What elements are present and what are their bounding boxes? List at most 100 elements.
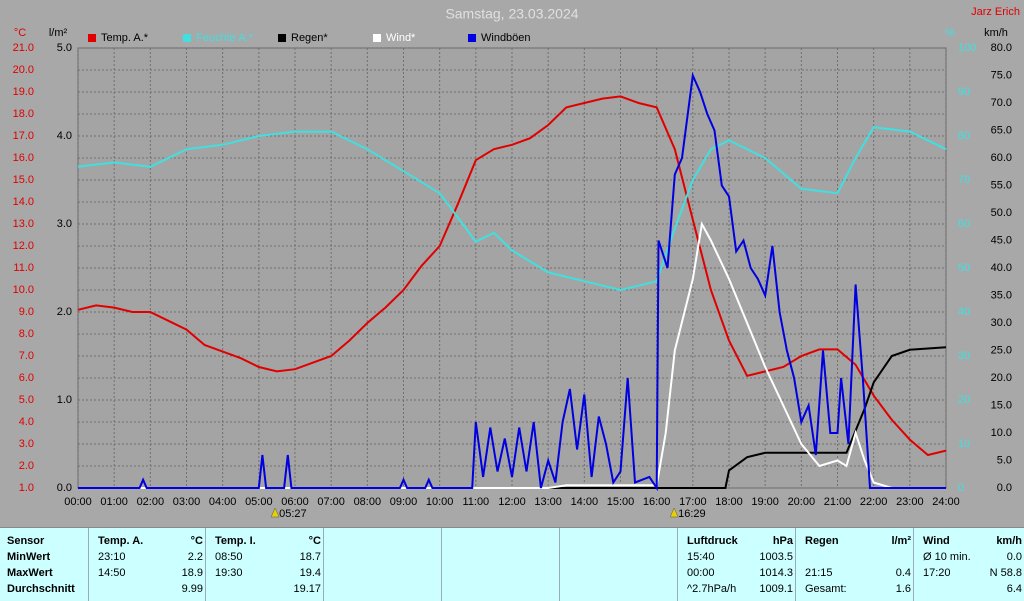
y-tick-label: 100 [958,42,976,54]
x-tick-label: 20:00 [788,496,816,508]
table-cell: 1003.5 [759,551,793,563]
x-tick-label: 18:00 [715,496,743,508]
y-tick-label: 5.0 [57,42,72,54]
x-tick-label: 01:00 [100,496,128,508]
table-cell: 19:30 [215,567,243,579]
legend-label: Regen* [291,32,328,44]
series-line [77,126,947,292]
y-tick-label: 19.0 [13,86,34,98]
y-tick-label: 17.0 [13,130,34,142]
y-tick-label: 40 [958,306,970,318]
y-tick-label: 6.0 [19,372,34,384]
y-tick-label: 30 [958,350,970,362]
y-tick-label: 4.0 [19,416,34,428]
y-tick-label: 2.0 [57,306,72,318]
series-line [78,71,946,492]
y-tick-label: 15.0 [991,399,1012,411]
x-tick-label: 22:00 [860,496,888,508]
table-cell: Durchschnitt [7,583,75,595]
y-tick-label: 1.0 [19,482,34,494]
table-cell: hPa [772,535,793,547]
column-divider [795,528,796,601]
table-cell: Gesamt: [805,583,847,595]
table-cell: N 58.8 [989,567,1022,579]
axis-unit: °C [14,27,26,39]
y-tick-label: 90 [958,86,970,98]
x-tick-label: 05:00 [245,496,273,508]
series-line [78,220,946,489]
x-tick-label: 16:00 [643,496,671,508]
y-tick-label: 70.0 [991,97,1012,109]
table-cell: 19.17 [293,583,321,595]
column-divider [677,528,678,601]
y-tick-label: 30.0 [991,317,1012,329]
x-tick-label: 14:00 [571,496,599,508]
y-tick-label: 10.0 [991,427,1012,439]
y-tick-label: 12.0 [13,240,34,252]
table-cell: 17:20 [923,567,951,579]
station-name: Jarz Erich [971,6,1020,18]
y-tick-label: 3.0 [57,218,72,230]
axis-unit: % [945,27,955,39]
y-tick-label: 70 [958,174,970,186]
table-cell: Temp. A. [98,535,144,547]
table-cell: 19.4 [299,567,321,579]
y-tick-label: 20.0 [13,64,34,76]
y-tick-label: 16.0 [13,152,34,164]
column-divider [88,528,89,601]
table-cell: Regen [805,535,839,547]
y-tick-label: 20 [958,394,970,406]
x-tick-label: 08:00 [354,496,382,508]
x-tick-label: 12:00 [498,496,526,508]
sun-marker [270,507,280,518]
x-tick-label: 19:00 [751,496,779,508]
y-tick-label: 5.0 [997,454,1012,466]
table-cell: 23:10 [98,551,126,563]
y-tick-label: 80.0 [991,42,1012,54]
y-tick-label: 13.0 [13,218,34,230]
column-divider [559,528,560,601]
y-tick-label: 0.0 [997,482,1012,494]
table-cell: Sensor [7,535,45,547]
legend-swatch [373,34,381,42]
sun-time: 16:29 [678,508,706,520]
x-tick-label: 24:00 [932,496,960,508]
y-tick-label: 20.0 [991,372,1012,384]
chart: Samstag, 23.03.2024 Jarz Erich 00:00 01:0… [13,6,1020,520]
sun-marker [669,507,679,518]
table-cell: Ø 10 min. [923,551,971,563]
table-cell: 9.99 [181,583,203,595]
table-cell: 18.9 [181,567,203,579]
y-tick-label: 45.0 [991,234,1012,246]
series-line [77,95,947,457]
column-divider [441,528,442,601]
x-tick-label: 04:00 [209,496,237,508]
table-cell: 2.2 [187,551,203,563]
table-cell: 0.0 [1006,551,1022,563]
column-divider [205,528,206,601]
y-tick-label: 50 [958,262,970,274]
y-tick-label: 3.0 [19,438,34,450]
y-tick-label: 9.0 [19,306,34,318]
table-cell: ^2.7hPa/h [687,583,737,595]
legend-swatch [88,34,96,42]
x-tick-label: 13:00 [534,496,562,508]
y-tick-label: 5.0 [19,394,34,406]
y-tick-label: 60.0 [991,152,1012,164]
axis-unit: km/h [984,27,1008,39]
y-tick-label: 2.0 [19,460,34,472]
legend-swatch [183,34,191,42]
y-tick-label: 75.0 [991,69,1012,81]
table-cell: 00:00 [687,567,715,579]
x-tick-label: 21:00 [824,496,852,508]
table-cell: 6.4 [1006,583,1022,595]
x-tick-label: 02:00 [137,496,165,508]
y-tick-label: 80 [958,130,970,142]
table-cell: 0.4 [895,567,911,579]
y-tick-label: 65.0 [991,124,1012,136]
y-tick-label: 4.0 [57,130,72,142]
legend-label: Feuchte A.* [196,32,254,44]
series-line [78,346,947,489]
table-cell: 1.6 [895,583,911,595]
